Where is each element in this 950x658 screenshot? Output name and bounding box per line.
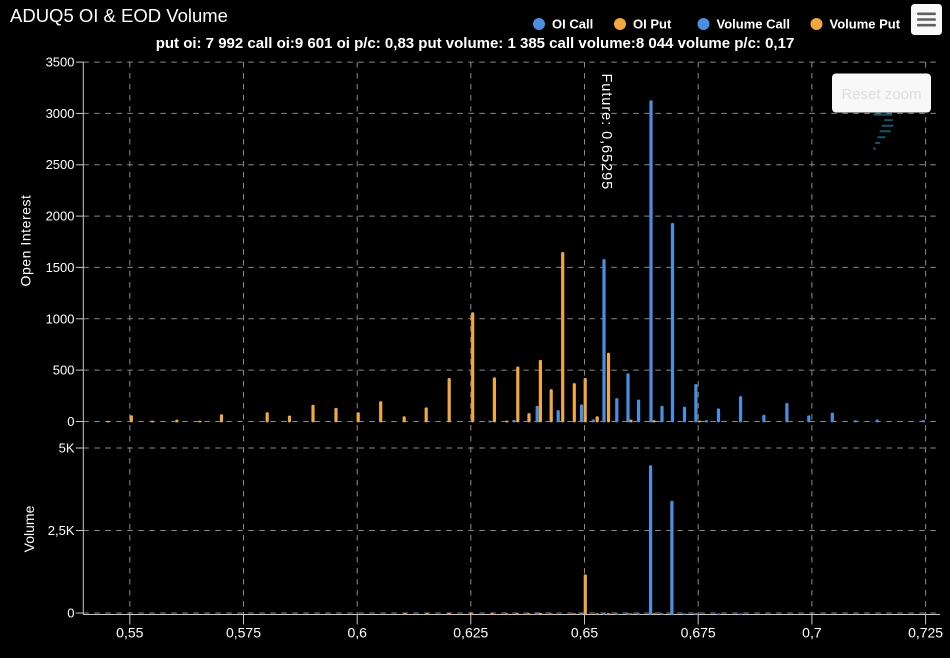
svg-text:Volume Put: Volume Put (830, 17, 901, 32)
svg-text:500: 500 (53, 363, 75, 378)
svg-text:2500: 2500 (46, 157, 75, 172)
svg-text:OI Call: OI Call (552, 17, 593, 32)
svg-text:Volume Call: Volume Call (717, 17, 790, 32)
svg-text:0,675: 0,675 (681, 625, 716, 641)
svg-text:Open Interest: Open Interest (18, 195, 34, 287)
svg-text:0: 0 (67, 414, 74, 429)
svg-text:1500: 1500 (46, 260, 75, 275)
svg-text:2,5K: 2,5K (48, 523, 75, 538)
svg-text:3500: 3500 (46, 55, 75, 70)
svg-text:0,6: 0,6 (347, 625, 367, 641)
svg-text:0,7: 0,7 (802, 625, 822, 641)
svg-text:Future: 0,65295: Future: 0,65295 (598, 74, 614, 191)
svg-text:0,55: 0,55 (116, 625, 143, 641)
svg-text:3000: 3000 (46, 106, 75, 121)
svg-text:Volume: Volume (21, 505, 37, 552)
svg-text:put oi: 7 992 call oi:9 601 oi: put oi: 7 992 call oi:9 601 oi p/c: 0,83… (156, 35, 795, 52)
svg-text:0,725: 0,725 (908, 625, 943, 641)
svg-text:0,575: 0,575 (226, 625, 261, 641)
svg-text:0,65: 0,65 (571, 625, 598, 641)
svg-text:5K: 5K (59, 441, 75, 456)
svg-text:0: 0 (67, 606, 74, 621)
svg-text:Reset zoom: Reset zoom (841, 86, 921, 103)
svg-text:2000: 2000 (46, 209, 75, 224)
svg-text:1000: 1000 (46, 311, 75, 326)
svg-text:0,625: 0,625 (453, 625, 488, 641)
svg-text:ADUQ5 OI & EOD Volume: ADUQ5 OI & EOD Volume (10, 5, 228, 26)
svg-text:OI Put: OI Put (633, 17, 672, 32)
